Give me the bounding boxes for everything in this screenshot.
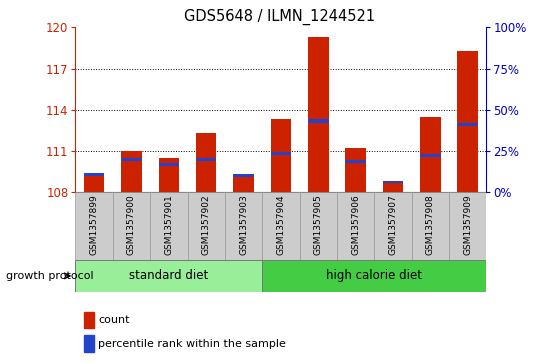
Text: high calorie diet: high calorie diet [326, 269, 422, 282]
Text: standard diet: standard diet [129, 269, 209, 282]
Text: count: count [98, 315, 130, 325]
Bar [383, 181, 403, 183]
Bar [196, 133, 216, 192]
Bar [383, 182, 403, 192]
Text: GSM1357899: GSM1357899 [89, 195, 98, 255]
Bar [84, 173, 105, 192]
Bar [457, 50, 478, 192]
Bar [300, 192, 337, 260]
Text: GSM1357904: GSM1357904 [276, 195, 286, 255]
Bar [271, 152, 291, 155]
Bar [271, 119, 291, 192]
Bar [159, 163, 179, 166]
Bar [449, 192, 486, 260]
Bar [457, 123, 478, 126]
Text: GSM1357902: GSM1357902 [202, 195, 211, 255]
Bar [84, 312, 94, 329]
Bar [75, 260, 262, 292]
Bar [337, 192, 375, 260]
Text: percentile rank within the sample: percentile rank within the sample [98, 339, 286, 349]
Text: GSM1357906: GSM1357906 [351, 195, 360, 255]
Bar [411, 192, 449, 260]
Text: growth protocol: growth protocol [6, 271, 93, 281]
Text: GDS5648 / ILMN_1244521: GDS5648 / ILMN_1244521 [184, 9, 375, 25]
Bar [262, 260, 486, 292]
Bar [121, 151, 142, 192]
Bar [308, 37, 329, 192]
Bar [159, 158, 179, 192]
Text: GSM1357907: GSM1357907 [389, 195, 397, 255]
Bar [84, 335, 94, 352]
Bar [225, 192, 262, 260]
Bar [121, 158, 142, 162]
Bar [345, 160, 366, 163]
Bar [420, 154, 440, 156]
Bar [84, 173, 105, 176]
Text: GSM1357905: GSM1357905 [314, 195, 323, 255]
Text: GSM1357909: GSM1357909 [463, 195, 472, 255]
Bar [187, 192, 225, 260]
Bar [262, 192, 300, 260]
Bar [375, 192, 411, 260]
Bar [150, 192, 187, 260]
Text: GSM1357900: GSM1357900 [127, 195, 136, 255]
Bar [233, 175, 254, 192]
Bar [420, 117, 440, 192]
Text: GSM1357901: GSM1357901 [164, 195, 173, 255]
Bar [233, 174, 254, 176]
Bar [113, 192, 150, 260]
Text: GSM1357903: GSM1357903 [239, 195, 248, 255]
Text: GSM1357908: GSM1357908 [426, 195, 435, 255]
Bar [75, 192, 113, 260]
Bar [308, 119, 329, 123]
Bar [345, 148, 366, 192]
Bar [196, 158, 216, 161]
